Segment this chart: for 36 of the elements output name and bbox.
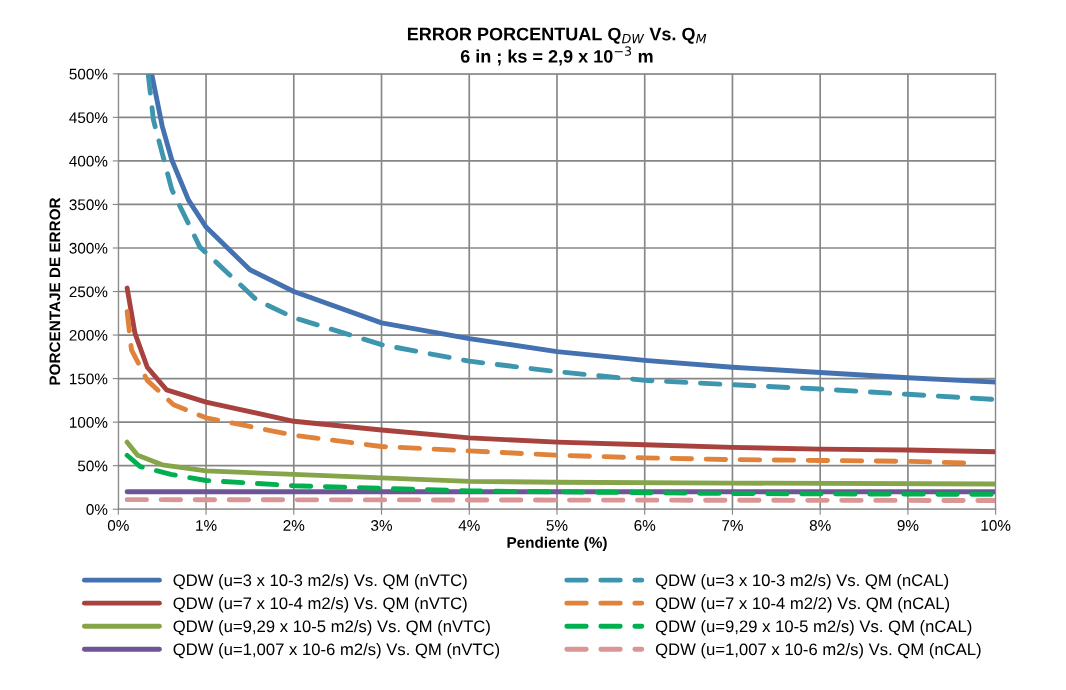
legend-label: QDW (u=1,007 x 10-6 m2/s) Vs. QM (nVTC)	[173, 643, 500, 659]
y-tick-label: 300%	[69, 242, 108, 254]
y-axis-title: PORCENTAJE DE ERROR	[49, 197, 61, 385]
x-tick-label: 6%	[634, 520, 656, 531]
x-tick-label: 0%	[107, 520, 129, 531]
y-tick-label: 400%	[69, 155, 108, 167]
line-series	[124, 285, 996, 455]
legend-label: QDW (u=3 x 10-3 m2/s) Vs. QM (nCAL)	[655, 573, 949, 590]
y-tick-label: 150%	[70, 373, 108, 385]
y-tick-label: 350%	[69, 199, 108, 211]
y-tick-label: 50%	[77, 460, 108, 472]
legend-label: QDW (u=9,29 x 10-5 m2/s) Vs. QM (nVTC)	[173, 619, 490, 636]
x-tick-label: 5%	[546, 520, 568, 531]
chart-title: ERROR PORCENTUAL Q$_{DW}$ Vs. Q$_{M}$ 6 in ; ks = 2,9 x 10$^{−3}$ m	[407, 27, 707, 66]
legend-label: QDW (u=7 x 10-4 m2/2) Vs. QM (nCAL)	[655, 596, 950, 613]
x-tick-label: 10%	[981, 520, 1011, 531]
x-tick-label: 8%	[809, 520, 831, 531]
x-tick-label: 3%	[371, 520, 393, 531]
x-tick-label: 1%	[196, 520, 217, 531]
y-tick-label: 200%	[69, 329, 108, 341]
line-series	[124, 452, 996, 497]
x-tick-label: 2%	[283, 520, 305, 531]
y-tick-label: 450%	[69, 112, 108, 124]
y-tick-label: 100%	[70, 417, 108, 428]
y-tick-label: 500%	[69, 68, 108, 80]
legend-label: QDW (u=3 x 10-3 m2/s) Vs. QM (nVTC)	[173, 573, 467, 590]
line-series	[124, 439, 996, 487]
y-tick-label: 250%	[69, 286, 108, 298]
x-tick-label: 4%	[458, 520, 480, 531]
x-tick-label: 9%	[897, 520, 919, 531]
legend-label: QDW (u=1,007 x 10-6 m2/s) Vs. QM (nCAL)	[655, 643, 981, 659]
legend-label: QDW (u=7 x 10-4 m2/s) Vs. QM (nVTC)	[173, 596, 467, 613]
legend-label: QDW (u=9,29 x 10-5 m2/s) Vs. QM (nCAL)	[655, 619, 972, 636]
x-axis-title: Pendiente (%)	[507, 536, 607, 551]
x-tick-label: 7%	[722, 520, 743, 531]
y-tick-label: 0%	[86, 504, 108, 515]
